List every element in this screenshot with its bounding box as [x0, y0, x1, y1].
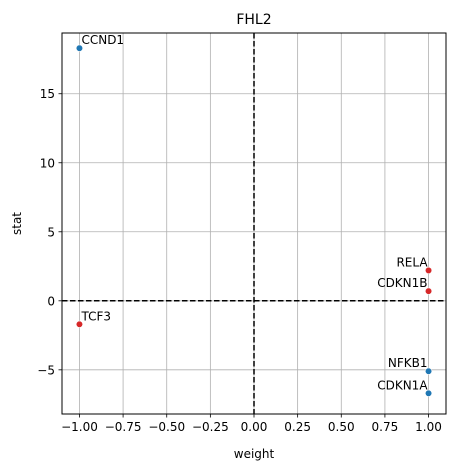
y-tick-label: 10 — [40, 156, 55, 170]
x-tick-label: −0.25 — [192, 420, 229, 434]
y-axis-label: stat — [10, 212, 24, 235]
data-point — [425, 287, 432, 295]
point-label: TCF3 — [80, 309, 111, 323]
x-tick-label: 0.00 — [241, 420, 268, 434]
x-tick-label: −1.00 — [61, 420, 98, 434]
data-point — [425, 389, 432, 397]
reference-lines — [62, 33, 446, 414]
axis-ticks: −1.00 −0.75 −0.50 −0.25 0.00 0.25 0.50 0.75 1.00… — [37, 87, 442, 434]
x-tick-label: −0.75 — [105, 420, 142, 434]
x-tick-label: 1.00 — [415, 420, 442, 434]
data-point — [425, 266, 432, 274]
x-axis-label: weight — [234, 447, 275, 461]
y-tick-label: 5 — [47, 225, 55, 239]
y-tick-label: −5 — [37, 363, 55, 377]
x-tick-label: 0.75 — [372, 420, 399, 434]
x-tick-label: 0.50 — [328, 420, 355, 434]
data-point — [76, 320, 83, 328]
x-tick-label: 0.25 — [284, 420, 311, 434]
x-tick-label: −0.50 — [148, 420, 185, 434]
y-tick-label: 15 — [40, 87, 55, 101]
chart-title: FHL2 — [236, 12, 271, 28]
point-label: CDKN1B — [377, 276, 427, 290]
point-label: CDKN1A — [377, 378, 428, 392]
data-point — [425, 367, 432, 375]
data-points — [76, 44, 432, 397]
point-label: NFKB1 — [388, 356, 428, 370]
point-labels: CCND1 RELA CDKN1B TCF3 NFKB1 CDKN1A — [80, 33, 428, 392]
data-point — [76, 44, 83, 52]
point-label: CCND1 — [81, 33, 124, 47]
point-label: RELA — [396, 255, 428, 269]
y-tick-label: 0 — [47, 294, 55, 308]
